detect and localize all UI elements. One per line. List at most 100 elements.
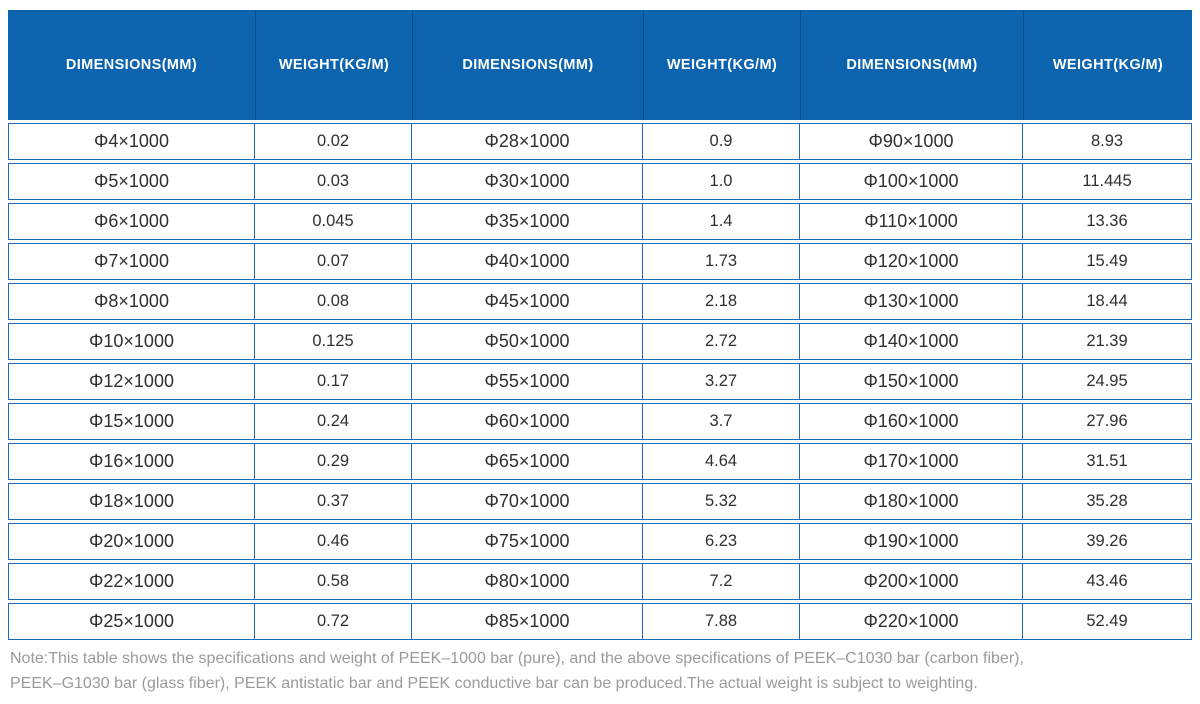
dimension-cell: Φ90×1000 — [800, 123, 1023, 160]
table-header: DIMENSIONS(MM) WEIGHT(KG/M) DIMENSIONS(MM)… — [8, 10, 1192, 120]
dimension-cell: Φ75×1000 — [412, 523, 643, 560]
weight-cell: 7.88 — [643, 603, 800, 640]
weight-cell: 0.07 — [255, 243, 412, 280]
weight-cell: 1.4 — [643, 203, 800, 240]
dimension-cell: Φ30×1000 — [412, 163, 643, 200]
weight-cell: 0.72 — [255, 603, 412, 640]
dimension-cell: Φ45×1000 — [412, 283, 643, 320]
dimension-cell: Φ6×1000 — [8, 203, 255, 240]
table-row: Φ15×1000 0.24 Φ60×1000 3.7 Φ160×1000 27.96 — [8, 403, 1192, 440]
weight-cell: 0.58 — [255, 563, 412, 600]
dimension-cell: Φ190×1000 — [800, 523, 1023, 560]
weight-cell: 3.7 — [643, 403, 800, 440]
column-header-5: DIMENSIONS(MM) — [800, 10, 1023, 120]
dimension-cell: Φ200×1000 — [800, 563, 1023, 600]
dimension-cell: Φ150×1000 — [800, 363, 1023, 400]
dimension-cell: Φ100×1000 — [800, 163, 1023, 200]
dimension-cell: Φ16×1000 — [8, 443, 255, 480]
weight-cell: 2.18 — [643, 283, 800, 320]
dimension-cell: Φ110×1000 — [800, 203, 1023, 240]
dimension-cell: Φ28×1000 — [412, 123, 643, 160]
weight-cell: 0.9 — [643, 123, 800, 160]
column-header-2: WEIGHT(KG/M) — [255, 10, 412, 120]
dimension-cell: Φ18×1000 — [8, 483, 255, 520]
dimension-cell: Φ220×1000 — [800, 603, 1023, 640]
weight-cell: 0.37 — [255, 483, 412, 520]
dimension-cell: Φ180×1000 — [800, 483, 1023, 520]
dimension-cell: Φ40×1000 — [412, 243, 643, 280]
weight-cell: 27.96 — [1023, 403, 1192, 440]
dimension-cell: Φ70×1000 — [412, 483, 643, 520]
note-line-2: PEEK–G1030 bar (glass fiber), PEEK antis… — [10, 675, 978, 692]
weight-cell: 0.08 — [255, 283, 412, 320]
dimension-cell: Φ15×1000 — [8, 403, 255, 440]
weight-cell: 6.23 — [643, 523, 800, 560]
dimension-cell: Φ12×1000 — [8, 363, 255, 400]
weight-cell: 5.32 — [643, 483, 800, 520]
weight-cell: 0.24 — [255, 403, 412, 440]
dimension-cell: Φ20×1000 — [8, 523, 255, 560]
dimension-cell: Φ85×1000 — [412, 603, 643, 640]
table-row: Φ12×1000 0.17 Φ55×1000 3.27 Φ150×1000 24.95 — [8, 363, 1192, 400]
table-row: Φ16×1000 0.29 Φ65×1000 4.64 Φ170×1000 31.51 — [8, 443, 1192, 480]
weight-cell: 43.46 — [1023, 563, 1192, 600]
dimension-cell: Φ10×1000 — [8, 323, 255, 360]
dimension-cell: Φ25×1000 — [8, 603, 255, 640]
weight-cell: 11.445 — [1023, 163, 1192, 200]
dimension-cell: Φ55×1000 — [412, 363, 643, 400]
column-header-3: DIMENSIONS(MM) — [412, 10, 643, 120]
weight-cell: 13.36 — [1023, 203, 1192, 240]
weight-cell: 0.17 — [255, 363, 412, 400]
dimension-cell: Φ65×1000 — [412, 443, 643, 480]
dimension-cell: Φ50×1000 — [412, 323, 643, 360]
column-header-1: DIMENSIONS(MM) — [8, 10, 255, 120]
weight-cell: 3.27 — [643, 363, 800, 400]
dimension-cell: Φ7×1000 — [8, 243, 255, 280]
dimension-cell: Φ140×1000 — [800, 323, 1023, 360]
column-header-6: WEIGHT(KG/M) — [1023, 10, 1192, 120]
weight-cell: 24.95 — [1023, 363, 1192, 400]
weight-cell: 21.39 — [1023, 323, 1192, 360]
weight-cell: 0.03 — [255, 163, 412, 200]
dimension-cell: Φ130×1000 — [800, 283, 1023, 320]
weight-cell: 0.125 — [255, 323, 412, 360]
weight-cell: 0.045 — [255, 203, 412, 240]
table-row: Φ25×1000 0.72 Φ85×1000 7.88 Φ220×1000 52.49 — [8, 603, 1192, 640]
table-row: Φ10×1000 0.125 Φ50×1000 2.72 Φ140×1000 21.39 — [8, 323, 1192, 360]
dimension-cell: Φ80×1000 — [412, 563, 643, 600]
table-row: Φ20×1000 0.46 Φ75×1000 6.23 Φ190×1000 39.26 — [8, 523, 1192, 560]
dimension-cell: Φ160×1000 — [800, 403, 1023, 440]
weight-cell: 1.73 — [643, 243, 800, 280]
column-header-4: WEIGHT(KG/M) — [643, 10, 800, 120]
weight-cell: 15.49 — [1023, 243, 1192, 280]
header-row: DIMENSIONS(MM) WEIGHT(KG/M) DIMENSIONS(MM)… — [8, 10, 1192, 120]
table-row: Φ7×1000 0.07 Φ40×1000 1.73 Φ120×1000 15.49 — [8, 243, 1192, 280]
weight-cell: 0.29 — [255, 443, 412, 480]
dimension-cell: Φ4×1000 — [8, 123, 255, 160]
dimension-cell: Φ170×1000 — [800, 443, 1023, 480]
table-row: Φ5×1000 0.03 Φ30×1000 1.0 Φ100×1000 11.445 — [8, 163, 1192, 200]
weight-cell: 31.51 — [1023, 443, 1192, 480]
weight-cell: 0.02 — [255, 123, 412, 160]
weight-cell: 39.26 — [1023, 523, 1192, 560]
weight-cell: 8.93 — [1023, 123, 1192, 160]
dimension-cell: Φ8×1000 — [8, 283, 255, 320]
dimension-cell: Φ35×1000 — [412, 203, 643, 240]
weight-cell: 4.64 — [643, 443, 800, 480]
table-note: Note:This table shows the specifications… — [8, 646, 1192, 696]
weight-cell: 1.0 — [643, 163, 800, 200]
note-line-1: Note:This table shows the specifications… — [10, 650, 1024, 667]
weight-cell: 18.44 — [1023, 283, 1192, 320]
dimension-cell: Φ5×1000 — [8, 163, 255, 200]
table-row: Φ8×1000 0.08 Φ45×1000 2.18 Φ130×1000 18.44 — [8, 283, 1192, 320]
dimension-cell: Φ120×1000 — [800, 243, 1023, 280]
table-body: Φ4×1000 0.02 Φ28×1000 0.9 Φ90×1000 8.93 Φ5×100… — [8, 123, 1192, 640]
table-row: Φ22×1000 0.58 Φ80×1000 7.2 Φ200×1000 43.46 — [8, 563, 1192, 600]
weight-cell: 2.72 — [643, 323, 800, 360]
table-row: Φ18×1000 0.37 Φ70×1000 5.32 Φ180×1000 35.28 — [8, 483, 1192, 520]
weight-cell: 35.28 — [1023, 483, 1192, 520]
dimension-cell: Φ60×1000 — [412, 403, 643, 440]
weight-cell: 52.49 — [1023, 603, 1192, 640]
table-row: Φ4×1000 0.02 Φ28×1000 0.9 Φ90×1000 8.93 — [8, 123, 1192, 160]
spec-table: DIMENSIONS(MM) WEIGHT(KG/M) DIMENSIONS(MM)… — [8, 7, 1192, 643]
